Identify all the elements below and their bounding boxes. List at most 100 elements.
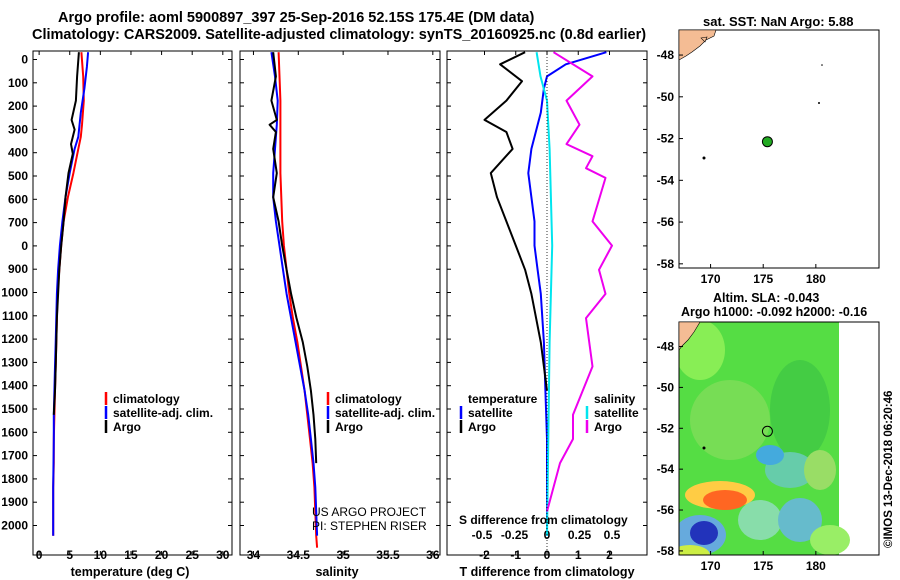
x-tick-label: 36 [426,548,440,562]
depth-tick-label: 1500 [1,402,28,416]
depth-tick-label: 1200 [1,332,28,346]
legend-climatology: climatology [335,392,402,406]
s-diff-tick-label: -0.5 [472,528,493,542]
temperature-axes [32,50,233,556]
salinity-xlabel: salinity [315,565,358,579]
lat-tick-label: -52 [657,421,675,435]
x-tick-label: -2 [479,548,490,562]
legend-t-argo: Argo [468,420,496,434]
lon-tick-label: 170 [701,272,721,286]
legend-satellite-adj: satellite-adj. clim. [113,406,213,420]
lat-tick-label: -50 [657,90,675,104]
depth-tick-label: 1100 [2,309,28,323]
depth-tick-label: 1300 [1,355,28,369]
salinity-axes [239,50,441,556]
depth-tick-label: 200 [8,99,28,113]
lat-tick-label: -58 [657,257,675,271]
temperature-x-axis: 0 5 10 15 20 25 30 [36,51,230,562]
temperature-xlabel: temperature (deg C) [71,565,190,579]
lat-tick-label: -54 [657,173,675,187]
sla-map-x-axis: 170 175 180 [701,551,826,573]
legend-s-argo: Argo [594,420,622,434]
depth-tick-label: 100 [8,76,28,90]
difference-temperature-satellite-line [527,51,607,536]
lon-tick-label: 180 [806,272,826,286]
depth-tick-label: 700 [8,216,28,230]
figure-title-line2: Climatology: CARS2009. Satellite-adjuste… [32,27,647,43]
temperature-legend: climatology satellite-adj. clim. Argo [104,392,213,434]
lat-tick-label: -50 [657,380,675,394]
island [818,102,820,104]
difference-x-axis: -2 -1 0 1 2 [479,51,613,562]
depth-tick-label: 1700 [1,449,28,463]
x-tick-label: 25 [186,548,200,562]
lat-tick-label: -48 [657,48,675,62]
x-tick-label: 15 [124,548,138,562]
s-diff-tick-label: -0.25 [501,528,529,542]
temperature-series [52,52,90,536]
legend-t-satellite: satellite [468,406,513,420]
coastline [678,321,701,351]
legend-satellite-adj: satellite-adj. clim. [335,406,435,420]
sla-map-y-axis: -48 -50 -52 -54 -56 -58 [657,340,683,558]
depth-tick-label: 1400 [1,379,28,393]
salinity-legend: climatology satellite-adj. clim. Argo [326,392,435,434]
salinity-series [268,52,319,548]
coastline [700,36,708,43]
sst-map-x-axis: 170 175 180 [701,264,826,286]
legend-climatology: climatology [113,392,180,406]
credit-project: US ARGO PROJECT [312,505,427,519]
lon-tick-label: 180 [806,559,826,573]
salinity-x-axis: 34 34.5 35 35.5 36 [247,51,440,562]
depth-tick-label: 0 [21,53,28,67]
lat-tick-label: -52 [657,132,675,146]
depth-tick-label: 1600 [1,425,28,439]
argo-float-marker [761,425,773,437]
sst-map-y-axis: -48 -50 -52 -54 -56 -58 [657,48,683,271]
depth-tick-label: 900 [8,262,28,276]
sla-map: -48 -50 -52 -54 -56 -58 170 175 180 [657,321,880,573]
depth-tick-label: 600 [8,192,28,206]
lat-tick-label: -56 [657,503,675,517]
lat-tick-label: -58 [657,544,675,558]
lon-tick-label: 175 [753,559,773,573]
x-tick-label: 20 [155,548,169,562]
difference-legend: temperature satellite Argo salinity sate… [459,392,639,434]
legend-argo: Argo [113,420,141,434]
depth-tick-label: 0 [21,239,28,253]
island [702,446,706,450]
x-tick-label: 10 [94,548,108,562]
lat-tick-label: -56 [657,215,675,229]
depth-axis: 0 100 200 300 400 500 600 700 0 900 1000 1100 1200 13… [1,53,647,533]
s-diff-tick-label: 0.5 [604,528,621,542]
credit-pi: PI: STEPHEN RISER [312,519,427,533]
coastline [678,29,717,61]
depth-tick-label: 1800 [1,472,28,486]
x-tick-label: -1 [510,548,521,562]
x-tick-label: 0 [36,548,43,562]
x-tick-label: 0 [544,548,551,562]
sst-map: -48 -50 -52 -54 -56 -58 170 175 180 [657,29,826,286]
legend-salinity-title: salinity [594,392,636,406]
depth-tick-label: 300 [8,122,28,136]
x-tick-label: 34.5 [287,548,311,562]
lat-tick-label: -54 [657,462,675,476]
depth-tick-label: 400 [8,146,28,160]
depth-tick-label: 1900 [1,495,28,509]
lon-tick-label: 175 [753,272,773,286]
lon-tick-label: 170 [701,559,721,573]
x-tick-label: 30 [216,548,230,562]
salinity-climatology-line [277,52,319,548]
x-tick-label: 35 [336,548,350,562]
sla-map-title2: Argo h1000: -0.092 h2000: -0.16 [681,305,868,319]
temperature-argo-line [52,52,80,415]
lat-tick-label: -48 [657,340,675,354]
island [702,156,706,160]
difference-salinity-argo-line [546,51,613,512]
x-tick-label: 35.5 [376,548,400,562]
legend-s-satellite: satellite [594,406,639,420]
sst-map-title: sat. SST: NaN Argo: 5.88 [703,14,854,29]
x-tick-label: 34 [247,548,261,562]
island [821,64,823,66]
